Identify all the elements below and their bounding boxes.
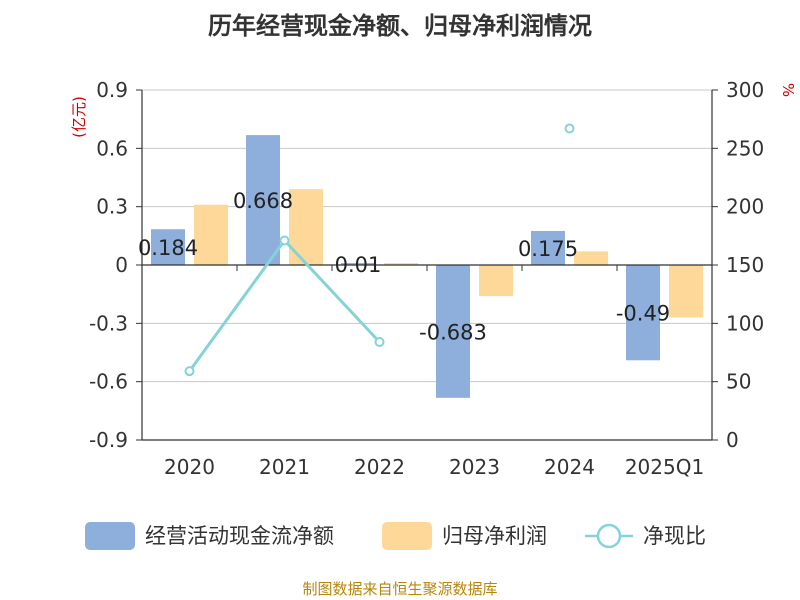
legend-label-ratio: 净现比 <box>643 524 706 548</box>
legend-swatch-profit[interactable] <box>382 522 432 550</box>
cashflow-data-label: 0.175 <box>518 237 578 261</box>
left-tick-label: -0.9 <box>89 428 128 452</box>
right-tick-label: 100 <box>726 311 764 335</box>
legend-label-cashflow: 经营活动现金流净额 <box>145 524 334 548</box>
right-tick-label: 0 <box>726 428 739 452</box>
left-tick-label: 0.9 <box>96 78 128 102</box>
cashflow-bar <box>626 265 660 361</box>
profit-bar <box>194 204 228 265</box>
cashflow-bar <box>436 265 470 398</box>
cashflow-bar <box>531 230 565 265</box>
cashflow-bar <box>151 229 185 265</box>
cashflow-data-label: 0.01 <box>335 253 382 277</box>
cashflow-data-label: -0.49 <box>616 302 670 326</box>
cashflow-bar <box>246 135 280 265</box>
source-note: 制图数据来自恒生聚源数据库 <box>302 580 497 598</box>
profit-bar <box>479 265 513 297</box>
profit-bar <box>289 189 323 265</box>
chart-title: 历年经营现金净额、归母净利润情况 <box>208 12 592 40</box>
legend-swatch-ratio-marker[interactable] <box>596 523 622 549</box>
ratio-point <box>184 366 195 377</box>
right-tick-label: 150 <box>726 253 764 277</box>
legend-label-profit: 归母净利润 <box>442 524 547 548</box>
axis-layer: 0.9 0.6 0.3 0 -0.3 -0.6 -0.9 300 250 200 150 100 50 0… <box>89 78 764 479</box>
left-tick-label: -0.6 <box>89 370 128 394</box>
legend: 经营活动现金流净额 归母净利润 净现比 <box>85 522 706 550</box>
legend-swatch-cashflow[interactable] <box>85 522 135 550</box>
category-label: 2024 <box>544 455 595 479</box>
left-tick-label: 0 <box>115 253 128 277</box>
right-tick-label: 200 <box>726 195 764 219</box>
profit-bar <box>574 251 608 265</box>
ratio-point <box>374 337 385 347</box>
ratio-point <box>564 123 575 134</box>
category-label: 2025Q1 <box>625 455 704 479</box>
category-label: 2022 <box>354 455 405 479</box>
line-layer <box>184 123 575 377</box>
cashflow-data-label: -0.683 <box>419 320 487 344</box>
category-label: 2020 <box>164 455 215 479</box>
profit-bar <box>384 263 418 265</box>
left-tick-label: -0.3 <box>89 311 128 335</box>
left-tick-label: 0.3 <box>96 195 128 219</box>
left-axis-unit: (亿元) <box>70 96 88 138</box>
category-label: 2023 <box>449 455 500 479</box>
profit-bar <box>669 265 703 318</box>
labels-layer: 0.184 0.668 0.01 -0.683 0.175 -0.49 <box>138 189 670 344</box>
cashflow-data-label: 0.184 <box>138 236 198 260</box>
ratio-point <box>279 235 290 246</box>
cashflow-data-label: 0.668 <box>233 189 293 213</box>
right-tick-label: 250 <box>726 136 764 160</box>
category-label: 2021 <box>259 455 310 479</box>
bars-layer <box>151 135 703 398</box>
right-tick-label: 300 <box>726 78 764 102</box>
cashflow-bar <box>341 263 375 265</box>
right-tick-label: 50 <box>726 370 751 394</box>
left-tick-label: 0.6 <box>96 136 128 160</box>
right-axis-unit: % <box>779 83 797 97</box>
